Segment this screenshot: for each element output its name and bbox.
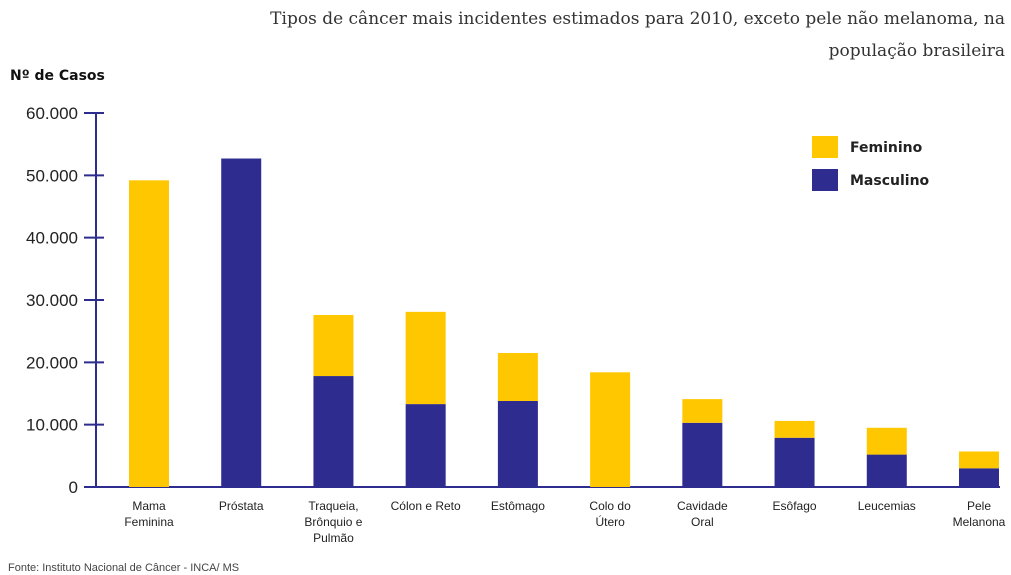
- chart-title-line-2: população brasileira: [829, 41, 1005, 61]
- y-tick-label: 0: [69, 478, 78, 497]
- bar-feminino: [129, 180, 169, 487]
- source-note: Fonte: Instituto Nacional de Câncer - IN…: [8, 562, 239, 574]
- x-tick-label: Mama Feminina: [124, 499, 174, 529]
- x-tick-label: Cavidade Oral: [677, 499, 728, 529]
- legend-swatch-feminino: [812, 136, 838, 158]
- x-tick-label: Próstata: [219, 499, 264, 513]
- bar-feminino: [313, 314, 354, 377]
- y-tick-label: 50.000: [26, 166, 78, 185]
- y-tick-label: 30.000: [26, 291, 78, 310]
- bar-masculino: [866, 454, 907, 487]
- x-tick-label: Traqueia, Brônquio e Pulmão: [304, 499, 362, 545]
- bar-masculino: [405, 404, 446, 487]
- y-tick-label: 40.000: [26, 229, 78, 248]
- bar-feminino: [405, 311, 446, 405]
- legend: Feminino Masculino: [812, 136, 930, 191]
- y-tick-label: 60.000: [26, 104, 78, 123]
- legend-swatch-masculino: [812, 169, 838, 191]
- bar-masculino: [774, 437, 815, 487]
- legend-label-masculino: Masculino: [850, 173, 930, 189]
- x-tick-label: Pele Melanona: [953, 499, 1006, 529]
- x-tick-label: Colo do Útero: [589, 499, 631, 529]
- bar-feminino: [682, 399, 723, 423]
- bar-feminino: [959, 451, 999, 469]
- bars-group: [129, 158, 999, 487]
- x-tick-label: Cólon e Reto: [391, 499, 461, 513]
- y-tick-label: 10.000: [26, 416, 78, 435]
- bar-masculino: [959, 468, 999, 487]
- bar-feminino: [590, 372, 631, 487]
- bar-masculino: [313, 376, 354, 487]
- bar-masculino: [221, 158, 262, 487]
- chart-title-line-1: Tipos de câncer mais incidentes estimado…: [270, 9, 1005, 29]
- bar-feminino: [866, 427, 907, 455]
- bar-feminino: [497, 352, 538, 401]
- x-tick-label: Esôfago: [773, 499, 817, 513]
- bar-feminino: [774, 420, 815, 438]
- bar-masculino: [682, 422, 723, 487]
- x-tick-label: Estômago: [491, 499, 545, 513]
- y-tick-label: 20.000: [26, 353, 78, 372]
- bar-masculino: [497, 400, 538, 487]
- y-axis-label: Nº de Casos: [10, 68, 105, 84]
- legend-label-feminino: Feminino: [850, 140, 923, 156]
- x-tick-label: Leucemias: [858, 499, 916, 513]
